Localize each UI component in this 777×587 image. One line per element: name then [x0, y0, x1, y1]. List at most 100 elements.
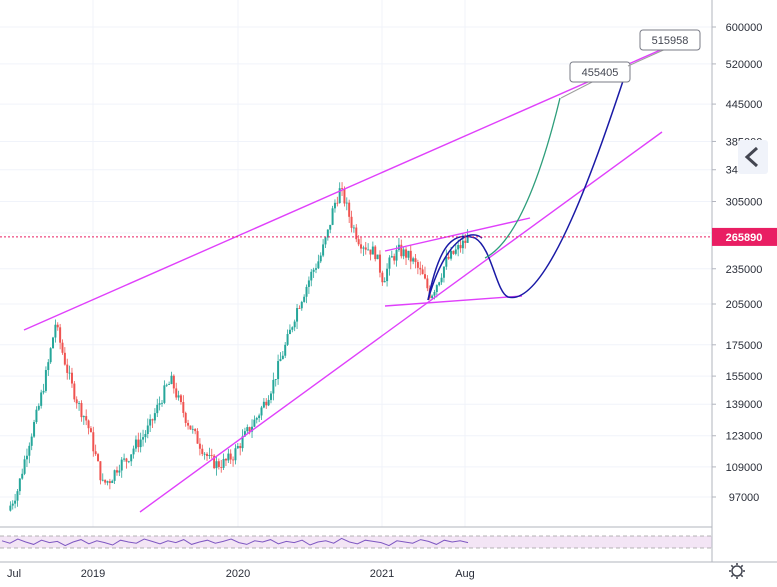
rsi-pane	[0, 535, 712, 549]
candle-body	[125, 458, 128, 462]
candle-body	[315, 268, 317, 270]
candle-body	[108, 481, 111, 484]
candle-body	[258, 415, 261, 419]
candle-body	[75, 399, 78, 404]
y-tick-label: 139000	[726, 399, 763, 411]
candle-body	[409, 250, 412, 262]
candle-body	[208, 454, 211, 456]
candle-body	[232, 459, 235, 461]
candle-body	[220, 466, 223, 468]
candle-body	[272, 379, 275, 394]
last-price-badge: 265890	[712, 227, 777, 246]
candle-body	[343, 188, 346, 204]
candle-body	[400, 244, 403, 257]
candle-body	[11, 503, 14, 506]
rsi-line	[1, 537, 469, 547]
target-callout-515958[interactable]: 515958	[627, 29, 701, 67]
candle-body	[16, 491, 19, 501]
candle-body	[348, 202, 351, 217]
candle-body	[374, 246, 377, 260]
candle-body	[246, 427, 249, 432]
target-callout-455405[interactable]: 455405	[560, 61, 631, 99]
candle-body	[303, 296, 306, 302]
candle-body	[182, 402, 185, 413]
x-tick-jul: Jul	[7, 568, 21, 580]
candle-body	[42, 390, 45, 393]
projection-curve-blue[interactable]	[427, 65, 629, 301]
projection-arc-blue[interactable]	[427, 234, 483, 301]
gear-icon	[731, 565, 743, 577]
candle-body	[336, 202, 339, 204]
candle-body	[445, 256, 448, 267]
candle-body	[35, 409, 38, 423]
candle-body	[433, 291, 436, 296]
wedge-lower-trendline[interactable]	[384, 295, 523, 307]
candle-body	[350, 216, 353, 228]
candle-body	[142, 437, 145, 440]
settings-button[interactable]	[729, 563, 745, 579]
candle-body	[104, 479, 107, 483]
lower-channel-trendline[interactable]	[139, 131, 663, 513]
y-tick-label: 97000	[729, 492, 760, 504]
wedge-upper-trendline[interactable]	[384, 217, 531, 252]
candle-body	[317, 261, 320, 269]
candle-body	[134, 439, 137, 449]
candle-body	[37, 405, 40, 410]
candle-body	[144, 433, 147, 438]
candle-body	[137, 439, 140, 448]
candle-body	[177, 395, 180, 398]
candle-body	[274, 379, 277, 380]
last-price-badge-bg	[712, 227, 777, 246]
candle-body	[360, 244, 363, 249]
candle-body	[222, 458, 225, 468]
collapse-button[interactable]	[738, 140, 768, 174]
candle-body	[161, 402, 163, 404]
candle-body	[241, 436, 244, 449]
candle-body	[296, 308, 299, 322]
candle-body	[378, 254, 381, 273]
candle-body	[310, 271, 313, 281]
candle-body	[68, 372, 71, 374]
y-tick-label: 205000	[726, 299, 763, 311]
candle-body	[402, 249, 405, 257]
candle-body	[431, 295, 434, 299]
y-tick-label: 520000	[726, 59, 763, 71]
candle-body	[194, 428, 197, 432]
candle-body	[78, 403, 81, 404]
candle-body	[440, 277, 443, 283]
upper-channel-trendline[interactable]	[23, 47, 666, 331]
callout-box	[639, 29, 701, 51]
candle-body	[89, 428, 92, 433]
x-tick-2021: 2021	[370, 568, 394, 580]
candle-body	[388, 257, 391, 269]
candle-body	[442, 266, 445, 278]
candle-body	[291, 327, 294, 330]
candle-body	[115, 470, 118, 473]
candle-body	[457, 245, 460, 250]
candle-body	[215, 461, 218, 469]
candle-body	[239, 445, 242, 449]
candle-body	[352, 227, 355, 229]
candle-body	[376, 254, 379, 260]
candle-body	[73, 383, 76, 400]
candle-body	[447, 256, 450, 259]
candle-body	[30, 436, 33, 446]
time-axis[interactable]: Jul 2019 2020 2021 Aug	[7, 568, 475, 580]
candle-body	[120, 459, 123, 471]
candle-body	[234, 448, 237, 461]
candle-body	[56, 324, 59, 328]
candle-body	[224, 458, 227, 461]
candle-body	[284, 344, 287, 356]
candle-body	[132, 448, 135, 455]
candle-body	[156, 404, 159, 414]
candles	[9, 182, 469, 512]
candle-body	[118, 470, 121, 473]
projection-curve-green[interactable]	[484, 97, 561, 259]
candle-body	[170, 375, 173, 384]
candle-body	[386, 268, 389, 282]
candle-body	[54, 324, 57, 338]
candle-body	[369, 249, 372, 255]
candle-body	[210, 454, 213, 456]
candle-body	[395, 249, 398, 261]
